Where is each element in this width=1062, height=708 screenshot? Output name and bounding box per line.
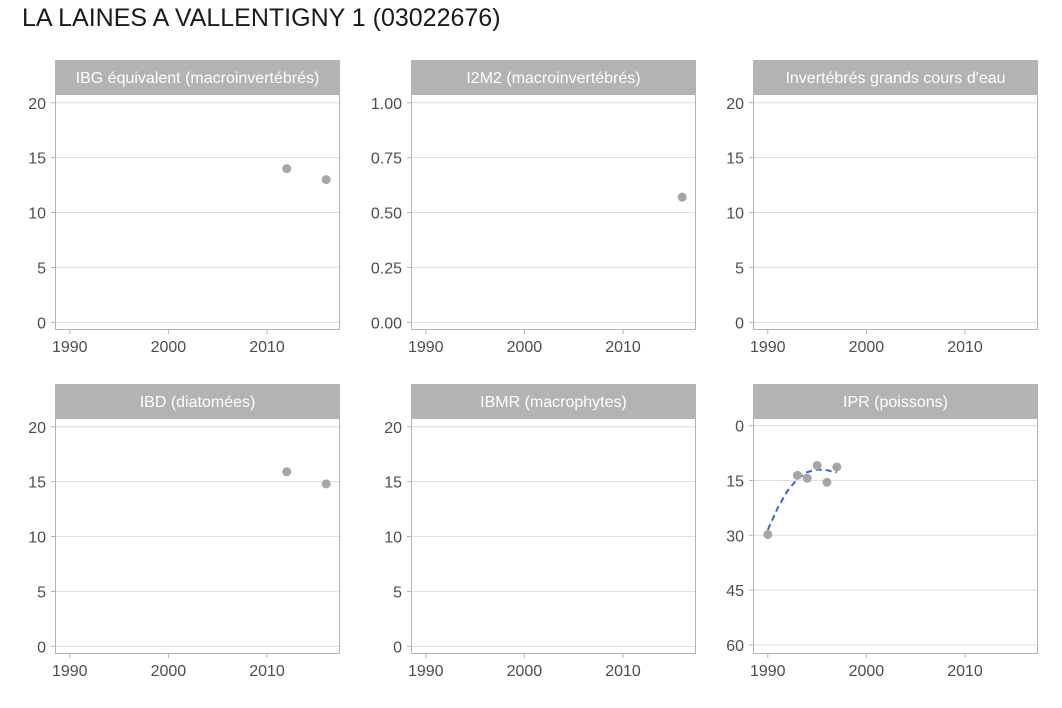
data-point: [321, 175, 331, 185]
x-tick-label: 1990: [408, 663, 444, 680]
panel-border: [753, 94, 1038, 330]
y-tick-label: 45: [726, 583, 744, 600]
x-tick-label: 1990: [750, 339, 786, 356]
y-tick-label: 20: [384, 420, 402, 437]
y-tick-label: 0: [735, 419, 744, 436]
y-tick-label: 5: [735, 260, 744, 277]
x-tick-label: 2010: [947, 663, 983, 680]
panel-1: IBG équivalent (macroinvertébrés) 0 5 10 15 2…: [28, 60, 340, 356]
y-tick-label: 0.50: [371, 206, 402, 223]
panel-strip: [411, 384, 696, 418]
y-tick-label: 20: [28, 96, 46, 113]
panel-title: IBMR (macrophytes): [480, 394, 627, 411]
panel-title: IPR (poissons): [843, 394, 948, 411]
panel-strip: [411, 60, 696, 94]
x-tick-label: 2010: [605, 339, 641, 356]
x-tick-label: 1990: [408, 339, 444, 356]
x-tick-label: 2000: [151, 663, 187, 680]
data-point: [321, 479, 331, 489]
panel-border: [411, 94, 696, 330]
x-tick-label: 2000: [849, 663, 885, 680]
x-tick-label: 2010: [947, 339, 983, 356]
y-tick-label: 10: [726, 206, 744, 223]
panel-strip: [753, 60, 1038, 94]
x-tick-label: 2000: [849, 339, 885, 356]
y-tick-label: 60: [726, 638, 744, 655]
y-tick-label: 15: [28, 475, 46, 492]
panel-6: IPR (poissons) 0 15 30 45 60 1990 2000 2010: [726, 384, 1038, 680]
data-point: [802, 473, 812, 483]
data-point: [832, 462, 842, 472]
y-tick-label: 0.25: [371, 260, 402, 277]
y-tick-label: 30: [726, 528, 744, 545]
x-tick-label: 2000: [507, 663, 543, 680]
panel-title: IBD (diatomées): [140, 394, 256, 411]
y-tick-label: 15: [384, 475, 402, 492]
x-tick-label: 1990: [52, 663, 88, 680]
data-point: [812, 460, 822, 470]
panel-title: IBG équivalent (macroinvertébrés): [76, 70, 320, 87]
panel-title: I2M2 (macroinvertébrés): [466, 70, 640, 87]
x-tick-label: 2010: [605, 663, 641, 680]
x-tick-label: 2000: [151, 339, 187, 356]
page-title: LA LAINES A VALLENTIGNY 1 (03022676): [22, 4, 501, 32]
data-point: [282, 164, 292, 174]
y-tick-label: 0: [735, 315, 744, 332]
y-tick-label: 15: [726, 151, 744, 168]
panel-border: [753, 418, 1038, 654]
x-tick-label: 1990: [750, 663, 786, 680]
y-tick-label: 5: [37, 584, 46, 601]
data-point: [763, 530, 773, 540]
y-tick-label: 1.00: [371, 96, 402, 113]
data-point: [792, 470, 802, 480]
panel-strip: [55, 60, 340, 94]
y-tick-label: 0: [37, 639, 46, 656]
x-tick-label: 2000: [507, 339, 543, 356]
y-tick-label: 10: [384, 530, 402, 547]
y-tick-label: 15: [28, 151, 46, 168]
panel-border: [55, 418, 340, 654]
x-tick-label: 1990: [52, 339, 88, 356]
panel-border: [55, 94, 340, 330]
y-tick-label: 15: [726, 473, 744, 490]
trend-line: [766, 468, 838, 531]
panel-border: [411, 418, 696, 654]
y-tick-label: 0: [37, 315, 46, 332]
y-tick-label: 5: [393, 584, 402, 601]
data-point: [822, 477, 832, 487]
x-tick-label: 2010: [249, 339, 285, 356]
y-tick-label: 20: [726, 96, 744, 113]
y-tick-label: 20: [28, 420, 46, 437]
y-tick-label: 5: [37, 260, 46, 277]
y-tick-label: 0: [393, 639, 402, 656]
panel-4: IBD (diatomées) 0 5 10 15 20 1990 2000 2010: [28, 384, 340, 680]
y-tick-label: 10: [28, 530, 46, 547]
panel-title: Invertébrés grands cours d'eau: [785, 70, 1005, 87]
panel-strip: [753, 384, 1038, 418]
data-point: [282, 467, 292, 477]
y-tick-label: 10: [28, 206, 46, 223]
panel-2: I2M2 (macroinvertébrés) 0.00 0.25 0.50 0.75 1…: [371, 60, 696, 356]
y-tick-label: 0.00: [371, 315, 402, 332]
panel-3: Invertébrés grands cours d'eau 0 5 10 15 20 19…: [726, 60, 1038, 356]
x-tick-label: 2010: [249, 663, 285, 680]
data-point: [677, 192, 687, 202]
y-tick-label: 0.75: [371, 151, 402, 168]
panel-strip: [55, 384, 340, 418]
panel-5: IBMR (macrophytes) 0 5 10 15 20 1990 2000 2010: [384, 384, 696, 680]
